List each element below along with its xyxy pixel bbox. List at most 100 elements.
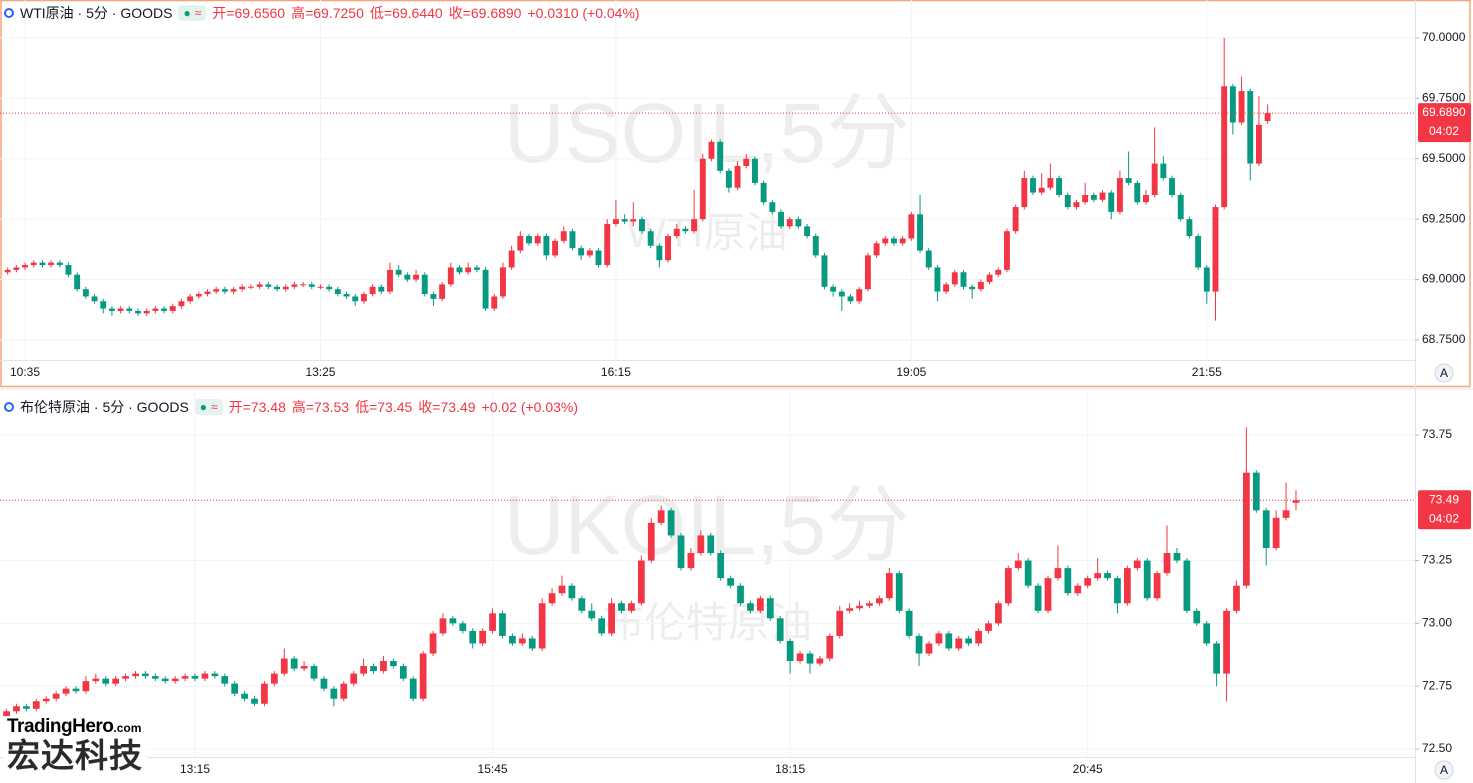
candle-body: [421, 274, 428, 295]
candle-body: [23, 706, 30, 709]
auto-scale-button[interactable]: A: [1434, 363, 1454, 383]
candle-body: [586, 250, 593, 256]
x-tick-label: 20:45: [1073, 762, 1103, 776]
candle-body: [826, 635, 834, 659]
candle-body: [1038, 187, 1045, 193]
candle-body: [102, 678, 110, 684]
candle-body: [151, 676, 159, 679]
candle-body: [612, 219, 619, 224]
candle-body: [1108, 192, 1115, 212]
ohlc-close: 收=69.6890: [448, 5, 522, 21]
logo-brand: TradingHero: [7, 716, 114, 737]
candle-body: [343, 294, 350, 297]
candle-body: [925, 643, 933, 654]
candle-body: [135, 310, 141, 314]
legend-header: 布伦特原油 · 5分 · GOODS ● ≈ 开=73.48 高=73.53 低=…: [4, 397, 578, 417]
candle-body: [1125, 178, 1132, 183]
candle-body: [65, 265, 72, 275]
candle-body: [1163, 553, 1171, 574]
candle-body: [806, 653, 814, 664]
candle-body: [598, 618, 606, 634]
candle-body: [22, 265, 28, 268]
candle-body: [1183, 560, 1191, 611]
candle-body: [637, 560, 645, 604]
status-badge[interactable]: ● ≈: [178, 5, 207, 21]
candle-body: [117, 308, 124, 311]
candle-body: [552, 240, 559, 256]
candle-body: [82, 289, 89, 297]
candle-body: [895, 573, 903, 611]
candle-body: [1030, 178, 1036, 193]
candle-body: [62, 688, 70, 694]
watermark-symbol: USOIL,5分: [504, 86, 910, 180]
candle-body: [274, 286, 280, 290]
candle-body: [32, 701, 40, 709]
candle-body: [1195, 236, 1202, 268]
symbol-icon: [4, 402, 14, 412]
candle-body: [864, 255, 871, 290]
candle-body: [876, 598, 883, 604]
candle-body: [1054, 568, 1062, 579]
candle-body: [221, 289, 228, 292]
y-tick-label: 73.75: [1422, 427, 1452, 441]
candle-body: [747, 603, 754, 611]
x-tick-label: 15:45: [478, 762, 508, 776]
candle-body: [4, 269, 11, 273]
candle-body: [812, 236, 819, 256]
candle-body: [830, 286, 837, 292]
candle-body: [838, 291, 845, 297]
candle-body: [251, 698, 258, 704]
candle-body: [1074, 585, 1082, 594]
candle-body: [201, 673, 209, 679]
candle-body: [399, 666, 407, 679]
candle-body: [717, 141, 724, 171]
auto-scale-button[interactable]: A: [1434, 760, 1454, 780]
candle-body: [241, 693, 248, 699]
x-tick-label: 13:25: [305, 365, 335, 379]
candle-body: [230, 289, 237, 292]
candle-body: [169, 306, 176, 311]
y-tick-label: 69.2500: [1422, 211, 1466, 225]
price-tag: [1418, 490, 1471, 530]
y-tick-label: 68.7500: [1422, 332, 1466, 346]
candle-body: [595, 250, 602, 266]
candle-body: [1064, 568, 1072, 594]
candle-body: [697, 535, 705, 554]
symbol-title: 布伦特原油 · 5分 · GOODS: [20, 399, 189, 415]
symbol-icon: [4, 8, 14, 18]
candle-body: [560, 231, 567, 241]
ohlc-high: 高=73.53: [291, 399, 350, 415]
price-tag-countdown: 04:02: [1429, 124, 1459, 138]
candle-body: [604, 223, 611, 266]
ohlc-close: 收=73.49: [418, 399, 476, 415]
candle-body: [1262, 510, 1270, 548]
candle-body: [691, 219, 698, 232]
candle-body: [1233, 585, 1240, 611]
status-badge[interactable]: ● ≈: [194, 399, 223, 415]
candle-body: [231, 683, 239, 694]
candle-body: [717, 553, 725, 579]
candle-body: [1094, 573, 1101, 579]
candle-body: [1084, 578, 1092, 586]
candle-body: [152, 308, 159, 311]
candle-body: [707, 535, 715, 554]
candle-body: [191, 676, 199, 679]
candle-body: [1229, 86, 1236, 123]
x-tick-label: 18:15: [775, 762, 805, 776]
candle-body: [360, 666, 367, 674]
candle-body: [132, 673, 139, 677]
candle-body: [687, 553, 695, 569]
candle-body: [56, 262, 63, 266]
candle-body: [657, 510, 665, 523]
candle-body: [300, 666, 308, 669]
candle-body: [204, 291, 211, 295]
candle-body: [1012, 207, 1019, 232]
candle-body: [178, 301, 185, 307]
candle-body: [270, 673, 278, 684]
candle-body: [1114, 578, 1121, 604]
auto-scale-circle: [1434, 760, 1454, 780]
logo-suffix: .com: [113, 721, 142, 735]
candle-body: [734, 165, 741, 188]
